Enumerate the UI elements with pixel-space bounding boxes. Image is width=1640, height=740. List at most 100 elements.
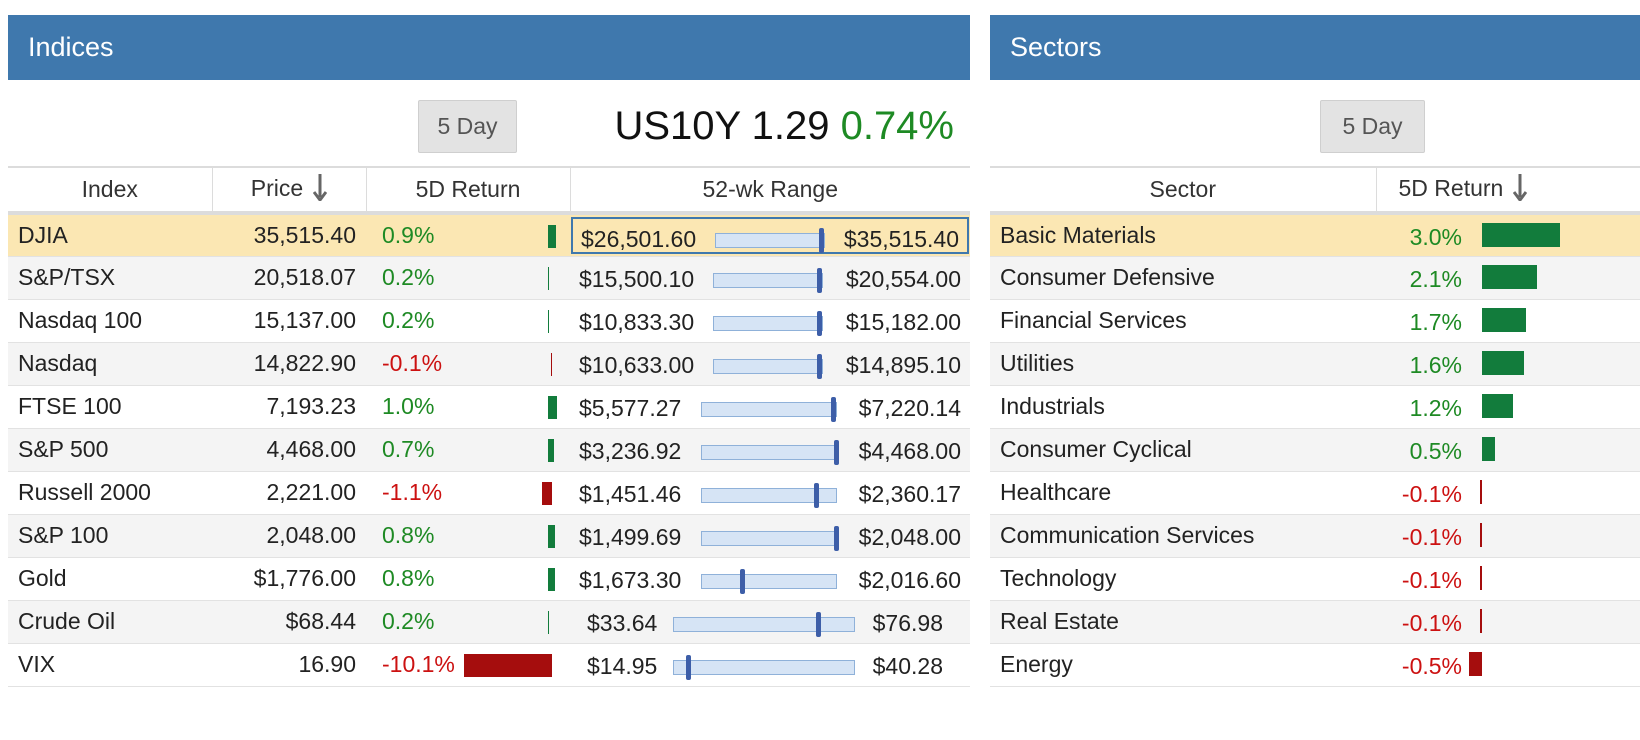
- return-bar: [1482, 350, 1524, 375]
- index-price: $68.44: [285, 608, 356, 634]
- range-box: $5,577.27 $7,220.14: [571, 388, 969, 426]
- table-row[interactable]: S&P 500 4,468.00 0.7% $3,236.92 $4,468.00: [8, 428, 970, 471]
- range-low: $3,236.92: [579, 437, 682, 464]
- index-5d-return: 0.7%: [366, 428, 570, 471]
- return-bar: [548, 266, 549, 290]
- table-row[interactable]: Energy -0.5%: [990, 643, 1640, 686]
- return-bar: [548, 225, 556, 248]
- index-52wk-range: $3,236.92 $4,468.00: [570, 428, 970, 471]
- sector-5d-return: 1.2%: [1376, 385, 1640, 428]
- return-bar: [1469, 651, 1482, 676]
- sector-name: Energy: [1000, 651, 1073, 677]
- return-value: 1.7%: [1409, 308, 1462, 335]
- table-row[interactable]: Technology -0.1%: [990, 557, 1640, 600]
- return-value: -10.1%: [382, 651, 455, 677]
- range-track: [713, 310, 823, 336]
- range-high: $15,182.00: [845, 308, 961, 335]
- table-row[interactable]: FTSE 100 7,193.23 1.0% $5,577.27 $7,220.14: [8, 385, 970, 428]
- table-row[interactable]: S&P/TSX 20,518.07 0.2% $15,500.10 $20,554.00: [8, 256, 970, 299]
- index-5d-return: 0.8%: [366, 514, 570, 557]
- range-box: $33.64 $76.98: [571, 603, 969, 641]
- index-5d-return: -10.1%: [366, 643, 570, 686]
- range-box: $1,499.69 $2,048.00: [571, 517, 969, 555]
- table-row[interactable]: S&P 100 2,048.00 0.8% $1,499.69 $2,048.00: [8, 514, 970, 557]
- table-row[interactable]: DJIA 35,515.40 0.9% $26,501.60 $35,515.40: [8, 213, 970, 256]
- table-row[interactable]: Crude Oil $68.44 0.2% $33.64 $76.98: [8, 600, 970, 643]
- table-row[interactable]: Consumer Defensive 2.1%: [990, 256, 1640, 299]
- column-header-sector-5d-return[interactable]: 5D Return: [1375, 166, 1640, 215]
- index-name: VIX: [18, 651, 56, 677]
- range-marker: [834, 439, 839, 465]
- sector-name: Consumer Cyclical: [1000, 436, 1192, 462]
- range-low: $10,833.30: [579, 308, 695, 335]
- column-header-52wk-range[interactable]: 52-wk Range: [569, 166, 970, 215]
- indices-period-button[interactable]: 5 Day: [418, 100, 517, 153]
- range-track: [701, 439, 839, 465]
- table-row[interactable]: Utilities 1.6%: [990, 342, 1640, 385]
- return-bar: [1480, 565, 1482, 590]
- return-bar: [1480, 608, 1482, 633]
- treasury-yield: US10Y 1.29 0.74%: [614, 98, 954, 154]
- index-52wk-range: $10,833.30 $15,182.00: [570, 299, 970, 342]
- indices-table: Index Price 5D Return 52-wk Range DJIA 35…: [8, 166, 970, 687]
- index-52wk-range: $10,633.00 $14,895.10: [570, 342, 970, 385]
- index-price: 15,137.00: [253, 307, 356, 333]
- table-row[interactable]: Communication Services -0.1%: [990, 514, 1640, 557]
- range-high: $20,554.00: [845, 265, 961, 292]
- range-marker: [818, 228, 824, 253]
- table-row[interactable]: Financial Services 1.7%: [990, 299, 1640, 342]
- return-value: 3.0%: [1409, 224, 1462, 250]
- index-price: 7,193.23: [266, 393, 356, 419]
- sectors-period-button[interactable]: 5 Day: [1320, 100, 1425, 153]
- indices-panel: Indices 5 Day US10Y 1.29 0.74% Index Pri…: [8, 15, 970, 687]
- sort-down-arrow-icon[interactable]: [1513, 173, 1528, 207]
- table-row[interactable]: Nasdaq 14,822.90 -0.1% $10,633.00 $14,895.10: [8, 342, 970, 385]
- index-price: 20,518.07: [253, 264, 356, 290]
- table-row[interactable]: Healthcare -0.1%: [990, 471, 1640, 514]
- range-high: $2,016.60: [858, 566, 961, 593]
- index-name: Gold: [18, 565, 67, 591]
- return-value: -0.1%: [382, 350, 443, 376]
- range-box: $3,236.92 $4,468.00: [571, 431, 969, 469]
- return-value: 0.2%: [382, 608, 435, 634]
- return-bar: [464, 653, 552, 677]
- range-high: $40.28: [872, 652, 943, 679]
- index-name: Nasdaq 100: [18, 307, 143, 333]
- range-high: $14,895.10: [845, 351, 961, 378]
- table-row[interactable]: Consumer Cyclical 0.5%: [990, 428, 1640, 471]
- indices-rows: DJIA 35,515.40 0.9% $26,501.60 $35,515.40 S&P…: [8, 213, 970, 686]
- index-name: Nasdaq: [18, 350, 98, 376]
- table-row[interactable]: Gold $1,776.00 0.8% $1,673.30 $2,016.60: [8, 557, 970, 600]
- range-high: $2,048.00: [858, 523, 961, 550]
- return-bar: [1480, 479, 1482, 504]
- index-name: S&P/TSX: [18, 264, 116, 290]
- return-bar: [1482, 264, 1537, 289]
- range-track: [713, 267, 823, 293]
- range-high: $76.98: [872, 609, 943, 636]
- column-header-sector[interactable]: Sector: [990, 166, 1376, 215]
- index-52wk-range: $15,500.10 $20,554.00: [570, 256, 970, 299]
- range-track: [673, 611, 855, 637]
- return-value: 0.8%: [382, 522, 435, 548]
- sector-5d-return: -0.1%: [1376, 471, 1640, 514]
- table-row[interactable]: Russell 2000 2,221.00 -1.1% $1,451.46 $2,360…: [8, 471, 970, 514]
- index-52wk-range: $1,673.30 $2,016.60: [570, 557, 970, 600]
- range-low: $15,500.10: [579, 265, 695, 292]
- table-row[interactable]: Real Estate -0.1%: [990, 600, 1640, 643]
- table-row[interactable]: Basic Materials 3.0%: [990, 213, 1640, 256]
- range-low: $33.64: [587, 609, 658, 636]
- column-header-5d-return[interactable]: 5D Return: [365, 166, 570, 215]
- sort-down-arrow-icon[interactable]: [313, 173, 328, 207]
- return-bar: [1482, 436, 1495, 461]
- table-row[interactable]: VIX 16.90 -10.1% $14.95 $40.28: [8, 643, 970, 686]
- column-header-price[interactable]: Price: [211, 166, 366, 215]
- sector-5d-return: 1.7%: [1376, 299, 1640, 342]
- table-row[interactable]: Nasdaq 100 15,137.00 0.2% $10,833.30 $15,182…: [8, 299, 970, 342]
- range-track: [673, 654, 855, 680]
- index-price: 16.90: [298, 651, 356, 677]
- index-name: DJIA: [18, 221, 68, 248]
- column-header-index[interactable]: Index: [8, 166, 212, 215]
- return-value: 1.0%: [382, 393, 435, 419]
- table-row[interactable]: Industrials 1.2%: [990, 385, 1640, 428]
- return-value: 1.6%: [1409, 351, 1462, 378]
